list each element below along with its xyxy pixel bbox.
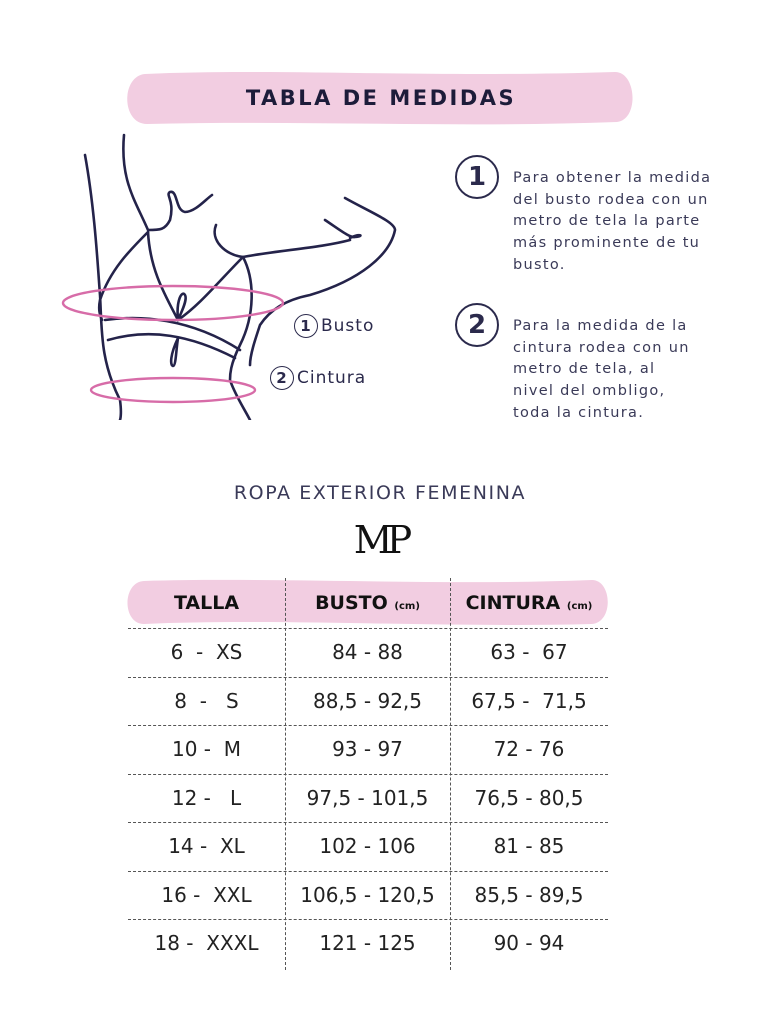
torso-illustration: [61, 133, 397, 420]
title-banner: [127, 72, 633, 125]
table-row: 10 - M 93 - 97 72 - 76: [128, 725, 608, 774]
cell-cintura: 85,5 - 89,5: [474, 882, 584, 907]
cell-busto: 102 - 106: [319, 834, 416, 859]
table-row: 12 - L 97,5 - 101,5 76,5 - 80,5: [128, 774, 608, 823]
table-header: TALLA BUSTO (cm) CINTURA (cm): [128, 578, 608, 628]
row-divider: [128, 870, 608, 872]
step-2-number: 2: [455, 303, 499, 347]
row-divider: [128, 725, 608, 726]
table-row: 16 - XXL 106,5 - 120,5 85,5 - 89,5: [128, 871, 608, 920]
label-busto: 1 Busto: [294, 314, 374, 338]
row-divider: [128, 919, 608, 920]
header-busto: BUSTO: [315, 592, 388, 614]
cell-talla: 14 - XL: [168, 834, 245, 859]
cell-cintura: 67,5 - 71,5: [471, 688, 587, 713]
cell-talla: 18 - XXXL: [154, 931, 259, 956]
row-divider: [128, 773, 608, 775]
cell-busto: 93 - 97: [332, 737, 403, 762]
table-row: 8 - S 88,5 - 92,5 67,5 - 71,5: [128, 677, 608, 726]
cell-talla: 6 - XS: [170, 640, 243, 665]
table-row: 6 - XS 84 - 88 63 - 67: [128, 628, 608, 677]
row-divider: [128, 822, 608, 823]
cell-cintura: 63 - 67: [490, 640, 568, 665]
cell-busto: 84 - 88: [332, 640, 403, 665]
cell-talla: 16 - XXL: [161, 882, 252, 907]
header-busto-unit: (cm): [394, 601, 420, 612]
header-cintura: CINTURA: [465, 592, 561, 614]
cell-cintura: 90 - 94: [493, 931, 565, 956]
cell-cintura: 81 - 85: [493, 834, 565, 859]
step-1-number: 1: [455, 155, 499, 199]
step-1-text: Para obtener la medida del busto rodea c…: [513, 170, 712, 273]
cell-busto: 121 - 125: [319, 931, 416, 956]
cell-busto: 97,5 - 101,5: [306, 785, 429, 810]
row-divider: [128, 628, 608, 629]
section-subtitle: ROPA EXTERIOR FEMENINA: [233, 482, 527, 504]
header-talla: TALLA: [173, 592, 240, 614]
header-banner: [127, 579, 608, 625]
step-2-text: Para la medida de la cintura rodea con u…: [513, 318, 690, 421]
cell-talla: 8 - S: [174, 688, 239, 713]
cell-busto: 106,5 - 120,5: [300, 882, 435, 907]
cell-cintura: 76,5 - 80,5: [474, 785, 584, 810]
table-row: 18 - XXXL 121 - 125 90 - 94: [128, 919, 608, 968]
header-cintura-unit: (cm): [566, 601, 593, 612]
row-divider: [128, 676, 608, 678]
brand-logo: MP: [353, 518, 412, 562]
size-table: TALLA BUSTO (cm) CINTURA (cm) 6 - XS 84 -…: [127, 578, 608, 970]
cell-talla: 10 - M: [172, 737, 241, 762]
page-title: TABLA DE MEDIDAS: [245, 86, 517, 110]
table-row: 14 - XL 102 - 106 81 - 85: [128, 822, 608, 871]
cell-busto: 88,5 - 92,5: [313, 688, 422, 713]
cell-cintura: 72 - 76: [493, 737, 565, 762]
cell-talla: 12 - L: [171, 785, 242, 810]
label-cintura: 2 Cintura: [270, 366, 366, 390]
